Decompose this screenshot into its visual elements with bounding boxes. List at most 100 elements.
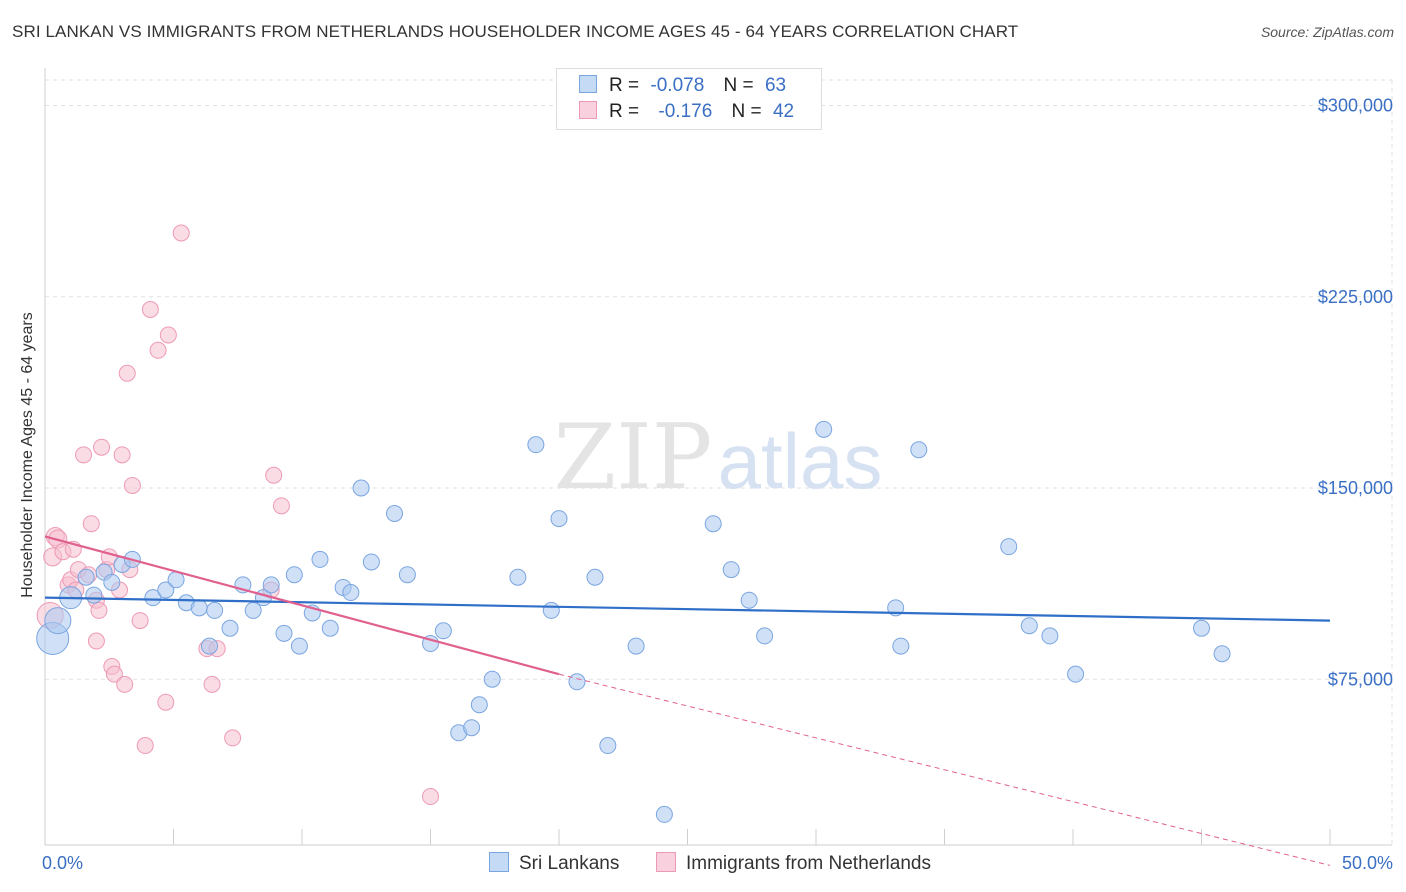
legend-row-netherlands: R = -0.176 N = 42 (579, 101, 794, 127)
legend-r-value: -0.176 (658, 101, 713, 122)
sri-lankan-point (85, 586, 103, 604)
sri-lankan-point (244, 601, 262, 619)
sri-lankan-point (362, 553, 380, 571)
sri-lankan-point (756, 627, 774, 645)
y-tick-label: $75,000 (1328, 669, 1393, 689)
y-tick-label: $300,000 (1318, 96, 1393, 116)
sri-lankan-point (1041, 627, 1059, 645)
bottom-legend-label: Sri Lankans (519, 853, 620, 874)
netherlands-point (157, 693, 175, 711)
netherlands-point (422, 788, 439, 806)
legend-swatch-pink (579, 101, 597, 119)
y-tick-label: $150,000 (1318, 478, 1393, 498)
sri-lankan-point (1067, 665, 1085, 683)
netherlands-points (36, 224, 439, 806)
legend-r-value: -0.078 (650, 75, 705, 96)
netherlands-trend-extension (558, 673, 1331, 866)
sri-lankan-point (285, 566, 303, 584)
netherlands-point (113, 446, 131, 464)
legend-n-value: 63 (764, 75, 787, 96)
axes (44, 68, 1392, 846)
watermark-atlas: atlas (718, 417, 883, 505)
sri-lankan-point (77, 568, 95, 586)
sri-lankan-point (290, 637, 308, 655)
sri-lankan-point (1213, 645, 1231, 663)
netherlands-point (265, 466, 283, 484)
sri-lankan-point (740, 591, 758, 609)
sri-lankan-points (36, 420, 1231, 823)
sri-lankan-point (103, 573, 121, 591)
sri-lankan-point (542, 601, 560, 619)
legend-swatch-blue (579, 75, 597, 93)
sri-lankan-point (44, 607, 72, 635)
sri-lankan-point (1020, 617, 1038, 635)
netherlands-point (93, 438, 111, 456)
sri-lankan-point (704, 515, 722, 533)
bottom-legend-swatch-blue (489, 852, 509, 872)
sri-lankan-point (550, 510, 568, 528)
sri-lankan-point (157, 581, 175, 599)
trend-lines (44, 535, 1331, 866)
sri-lankan-point (311, 550, 329, 568)
sri-lankan-point (352, 479, 370, 497)
sri-lankan-point (144, 589, 162, 607)
y-tick-labels: $75,000 $150,000 $225,000 $300,000 (1318, 96, 1393, 690)
sri-lankan-point (627, 637, 645, 655)
sri-lankan-point (483, 670, 501, 688)
bottom-legend-sri-lankans: Sri Lankans (489, 852, 619, 875)
watermark-zip: ZIP (554, 405, 713, 510)
netherlands-point (90, 601, 108, 619)
legend-n-label: N = (731, 101, 762, 122)
sri-lankan-point (398, 566, 416, 584)
netherlands-point (141, 301, 159, 318)
netherlands-point (224, 729, 242, 747)
bottom-legend-swatch-pink (656, 852, 676, 872)
sri-lankan-point (200, 637, 218, 655)
netherlands-point (131, 612, 149, 630)
netherlands-point (159, 326, 177, 344)
x-tick-label: 50.0% (1342, 853, 1393, 873)
sri-lankan-point (722, 561, 740, 579)
sri-lankan-point (206, 601, 224, 619)
legend-n-value: 42 (772, 101, 795, 122)
sri-lankan-point (599, 737, 617, 755)
sri-lankan-point (386, 505, 404, 522)
sri-lankan-point (321, 619, 339, 637)
sri-lankan-point (655, 805, 673, 823)
sri-lankan-point (221, 619, 239, 637)
netherlands-point (149, 341, 167, 359)
sri-lankan-point (1000, 538, 1018, 556)
sri-lankan-trend-line (44, 596, 1331, 622)
sri-lankan-point (910, 441, 928, 459)
sri-lankan-point (892, 637, 910, 655)
chart-title: SRI LANKAN VS IMMIGRANTS FROM NETHERLAND… (12, 22, 1019, 41)
y-tick-label: $225,000 (1318, 287, 1393, 307)
sri-lankan-point (434, 622, 452, 640)
bottom-legend-netherlands: Immigrants from Netherlands (656, 852, 931, 875)
netherlands-point (123, 476, 141, 494)
legend-r-label: R = (609, 101, 640, 122)
netherlands-point (87, 632, 105, 650)
sri-lankan-point (568, 673, 586, 691)
sri-lankan-point (342, 584, 360, 602)
sri-lankan-point (275, 624, 293, 642)
sri-lankan-point (586, 568, 604, 586)
netherlands-point (105, 665, 123, 683)
correlation-legend: R = -0.078 N = 63 R = -0.176 N = 42 (556, 68, 822, 130)
netherlands-point (116, 675, 134, 693)
legend-n-label: N = (723, 75, 754, 96)
sri-lankan-point (262, 576, 280, 594)
source-label: Source: ZipAtlas.com (1260, 24, 1394, 40)
netherlands-point (75, 446, 93, 464)
x-tick-label: 0.0% (42, 853, 83, 873)
netherlands-point (272, 497, 290, 515)
netherlands-trend-line (44, 535, 560, 676)
bottom-legend-label: Immigrants from Netherlands (686, 853, 931, 874)
watermark: ZIP atlas (554, 405, 883, 510)
netherlands-point (136, 737, 154, 755)
x-tick-labels: 0.0% 50.0% (42, 853, 1393, 873)
netherlands-point (203, 675, 221, 693)
sri-lankan-point (470, 696, 488, 714)
sri-lankan-point (1193, 619, 1210, 637)
